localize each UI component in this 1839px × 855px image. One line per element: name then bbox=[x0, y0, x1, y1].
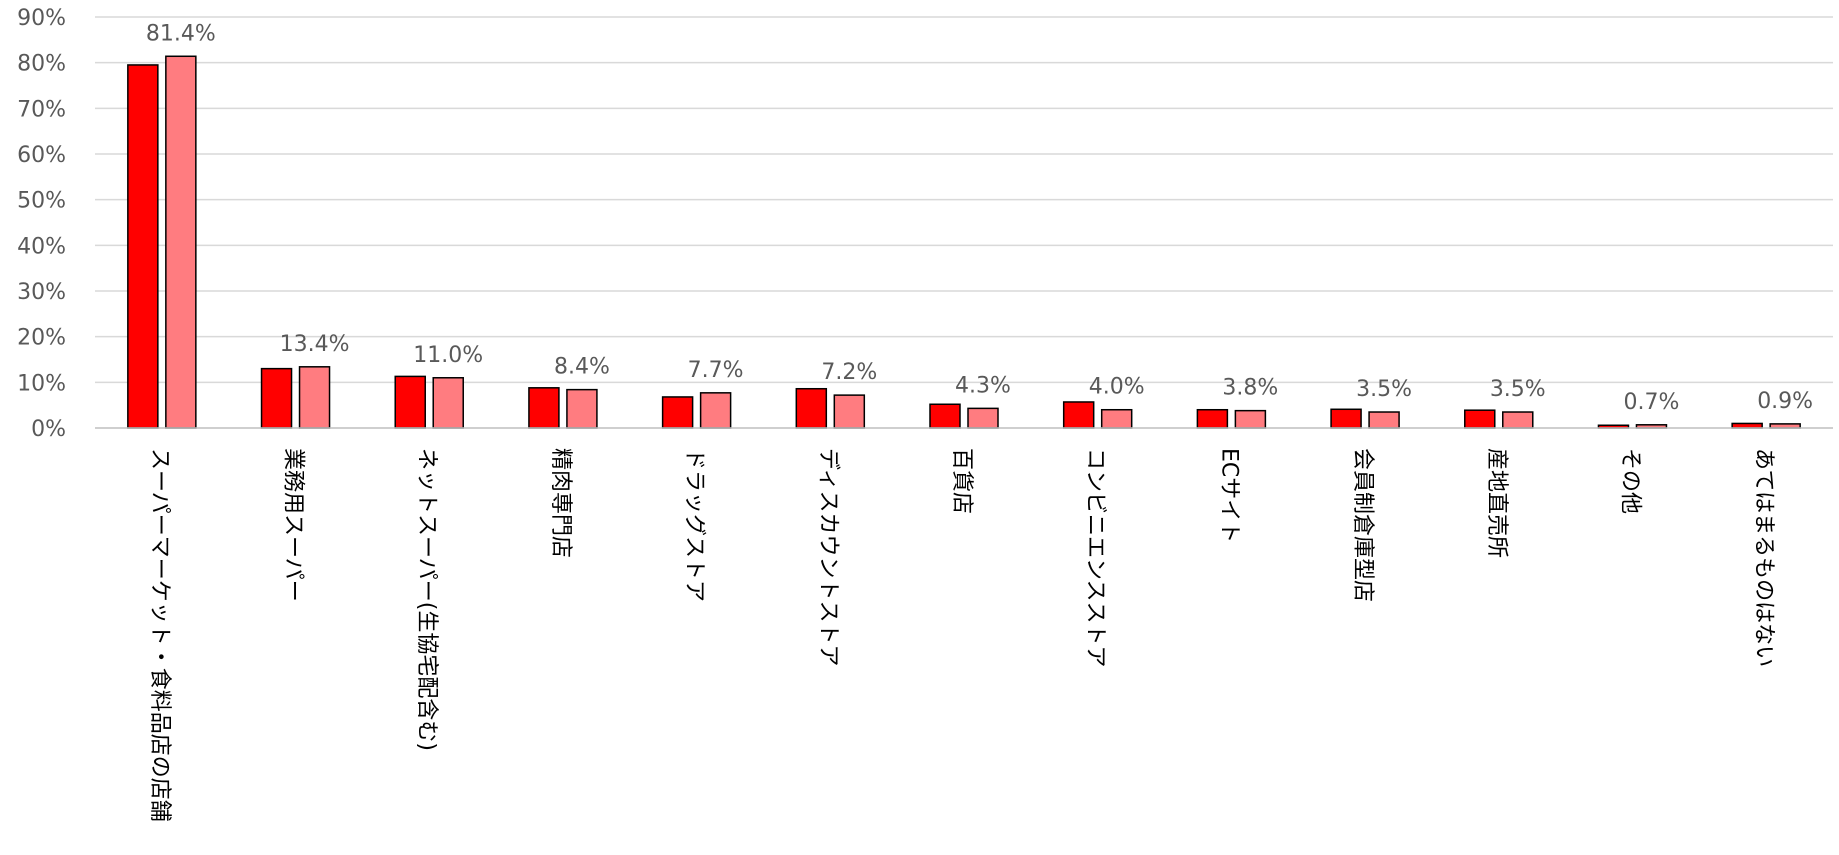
category-label: ECサイト bbox=[1216, 448, 1241, 543]
bar bbox=[432, 377, 464, 429]
data-label: 4.3% bbox=[955, 373, 1011, 398]
bar bbox=[528, 387, 560, 429]
y-tick-label: 20% bbox=[17, 326, 66, 351]
y-axis-tick-labels: 0% 10% 20% 30% 40% 50% 60% 70% 80% 90% bbox=[17, 6, 66, 442]
data-label: 3.5% bbox=[1356, 377, 1412, 402]
category-label: 精肉専門店 bbox=[548, 448, 573, 558]
category-label: 百貨店 bbox=[949, 448, 974, 514]
data-label: 3.8% bbox=[1222, 376, 1278, 401]
grid-lines bbox=[95, 16, 1833, 384]
y-tick-label: 60% bbox=[17, 143, 66, 168]
bar bbox=[929, 403, 961, 429]
category-label: ディスカウントストア bbox=[815, 448, 840, 666]
bar bbox=[1368, 411, 1400, 429]
data-label: 0.9% bbox=[1757, 389, 1813, 414]
y-tick-label: 70% bbox=[17, 97, 66, 122]
bar bbox=[833, 394, 866, 429]
bar bbox=[795, 387, 828, 429]
category-label: あてはまるものはない bbox=[1751, 448, 1776, 667]
bar bbox=[394, 375, 426, 429]
category-labels: スーパーマーケット・食料品店の店舗 業務用スーパー ネットスーパー(生協宅配含む) 精… bbox=[147, 448, 1776, 822]
bar bbox=[298, 366, 331, 429]
data-label: 0.7% bbox=[1624, 390, 1680, 415]
category-label: ネットスーパー(生協宅配含む) bbox=[414, 448, 439, 751]
bar bbox=[1196, 408, 1229, 429]
category-label: スーパーマーケット・食料品店の店舗 bbox=[147, 448, 172, 822]
bar bbox=[165, 55, 197, 429]
bar bbox=[566, 388, 598, 429]
bar bbox=[260, 367, 293, 429]
bar bbox=[1330, 408, 1362, 429]
category-label: 産地直売所 bbox=[1484, 448, 1509, 558]
bar bbox=[1464, 409, 1496, 429]
category-label: コンビニエンスストア bbox=[1083, 448, 1108, 668]
category-label: その他 bbox=[1617, 448, 1642, 514]
y-tick-label: 30% bbox=[17, 280, 66, 305]
bar bbox=[661, 396, 694, 429]
bar bbox=[127, 64, 159, 429]
y-tick-label: 40% bbox=[17, 234, 66, 259]
bar bbox=[699, 392, 732, 429]
category-label: 業務用スーパー bbox=[281, 448, 306, 602]
y-tick-label: 90% bbox=[17, 6, 66, 31]
data-label: 3.5% bbox=[1490, 377, 1546, 402]
data-label: 13.4% bbox=[280, 332, 350, 357]
data-label: 8.4% bbox=[554, 355, 610, 380]
category-label: 会員制倉庫型店 bbox=[1350, 448, 1375, 602]
data-label: 7.7% bbox=[688, 358, 744, 383]
y-tick-label: 0% bbox=[31, 417, 66, 442]
y-tick-label: 50% bbox=[17, 189, 66, 214]
y-tick-label: 10% bbox=[17, 371, 66, 396]
data-label: 4.0% bbox=[1089, 375, 1145, 400]
bars bbox=[127, 55, 1801, 429]
bar bbox=[1234, 409, 1267, 429]
y-tick-label: 80% bbox=[17, 52, 66, 77]
data-label: 11.0% bbox=[413, 343, 483, 368]
category-label: ドラッグストア bbox=[682, 448, 707, 602]
data-labels: 81.4% 13.4% 11.0% 8.4% 7.7% 7.2% 4.3% 4.0% 3.8% 3… bbox=[146, 21, 1813, 415]
data-label: 81.4% bbox=[146, 21, 216, 46]
data-label: 7.2% bbox=[821, 360, 877, 385]
bar bbox=[1100, 408, 1133, 429]
bar bbox=[1502, 411, 1534, 429]
bar bbox=[967, 407, 999, 429]
bar bbox=[1062, 401, 1095, 429]
